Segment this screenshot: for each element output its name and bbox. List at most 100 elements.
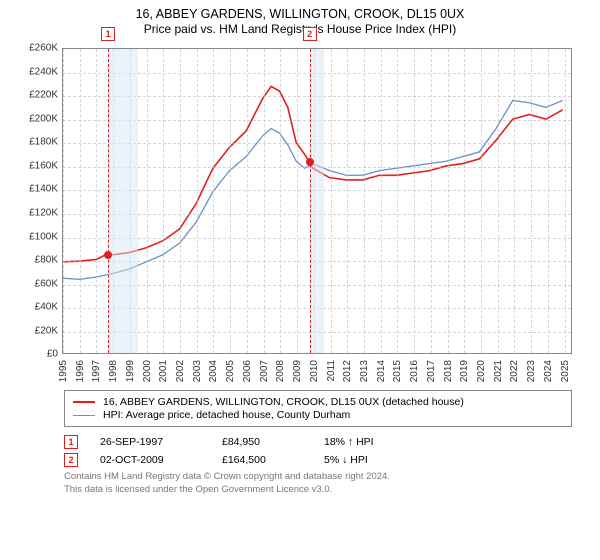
plot-region: 12 bbox=[62, 48, 572, 354]
gridline-vertical bbox=[280, 49, 281, 353]
x-tick-label: 2005 bbox=[225, 360, 236, 382]
x-tick-label: 2021 bbox=[493, 360, 504, 382]
y-tick-label: £120K bbox=[29, 208, 58, 219]
legend-label: HPI: Average price, detached house, Coun… bbox=[103, 409, 350, 421]
x-tick-label: 2012 bbox=[342, 360, 353, 382]
sale-marker-icon: 1 bbox=[64, 435, 78, 449]
sale-row: 126-SEP-1997£84,95018% ↑ HPI bbox=[64, 435, 572, 449]
gridline-vertical bbox=[197, 49, 198, 353]
y-tick-label: £260K bbox=[29, 43, 58, 54]
x-tick-label: 2011 bbox=[326, 360, 337, 382]
gridline-vertical bbox=[347, 49, 348, 353]
gridline-vertical bbox=[464, 49, 465, 353]
gridline-vertical bbox=[381, 49, 382, 353]
x-tick-label: 2019 bbox=[459, 360, 470, 382]
x-tick-label: 2002 bbox=[175, 360, 186, 382]
gridline-vertical bbox=[230, 49, 231, 353]
x-tick-label: 2001 bbox=[158, 360, 169, 382]
marker-line bbox=[310, 49, 311, 353]
x-tick-label: 2003 bbox=[192, 360, 203, 382]
sale-price: £164,500 bbox=[222, 454, 302, 466]
marker-box: 1 bbox=[101, 27, 115, 41]
legend-swatch bbox=[73, 415, 95, 416]
sale-date: 26-SEP-1997 bbox=[100, 436, 200, 448]
sale-dot bbox=[104, 251, 112, 259]
y-axis-ticks: £0£20K£40K£60K£80K£100K£120K£140K£160K£1… bbox=[20, 48, 60, 354]
gridline-vertical bbox=[297, 49, 298, 353]
legend-box: 16, ABBEY GARDENS, WILLINGTON, CROOK, DL… bbox=[64, 390, 572, 427]
marker-box: 2 bbox=[303, 27, 317, 41]
x-tick-label: 2000 bbox=[142, 360, 153, 382]
x-tick-label: 1996 bbox=[75, 360, 86, 382]
y-tick-label: £60K bbox=[35, 278, 58, 289]
x-tick-label: 2006 bbox=[242, 360, 253, 382]
x-tick-label: 2004 bbox=[208, 360, 219, 382]
gridline-vertical bbox=[481, 49, 482, 353]
gridline-vertical bbox=[213, 49, 214, 353]
legend-item: 16, ABBEY GARDENS, WILLINGTON, CROOK, DL… bbox=[73, 396, 563, 408]
chart-subtitle: Price paid vs. HM Land Registry's House … bbox=[10, 22, 590, 36]
y-tick-label: £220K bbox=[29, 90, 58, 101]
x-tick-label: 2020 bbox=[476, 360, 487, 382]
y-tick-label: £20K bbox=[35, 325, 58, 336]
x-tick-label: 2016 bbox=[409, 360, 420, 382]
legend-item: HPI: Average price, detached house, Coun… bbox=[73, 409, 563, 421]
sale-delta: 18% ↑ HPI bbox=[324, 436, 374, 448]
attribution-line1: Contains HM Land Registry data © Crown c… bbox=[64, 471, 572, 483]
gridline-vertical bbox=[247, 49, 248, 353]
sale-row: 2 02-OCT-2009 £164,500 5% ↓ HPI bbox=[64, 453, 572, 467]
chart-area: £0 £20K £40K £60K £80K £100K £120K £140K £160K £1… bbox=[20, 40, 580, 390]
attribution-line2: This data is licensed under the Open Gov… bbox=[64, 484, 572, 496]
y-tick-label: £80K bbox=[35, 255, 58, 266]
x-tick-label: 1998 bbox=[108, 360, 119, 382]
x-tick-label: 2014 bbox=[376, 360, 387, 382]
x-tick-label: 2018 bbox=[443, 360, 454, 382]
y-tick-label: £160K bbox=[29, 160, 58, 171]
gridline-vertical bbox=[431, 49, 432, 353]
gridline-vertical bbox=[531, 49, 532, 353]
gridline-vertical bbox=[163, 49, 164, 353]
gridline-vertical bbox=[448, 49, 449, 353]
x-tick-label: 2007 bbox=[259, 360, 270, 382]
gridline-vertical bbox=[565, 49, 566, 353]
x-tick-label: 2022 bbox=[509, 360, 520, 382]
x-tick-label: 2010 bbox=[309, 360, 320, 382]
y-tick-label: £100K bbox=[29, 231, 58, 242]
y-tick-label: £240K bbox=[29, 66, 58, 77]
x-tick-label: 2013 bbox=[359, 360, 370, 382]
sale-delta: 5% ↓ HPI bbox=[324, 454, 368, 466]
x-tick-label: 2024 bbox=[543, 360, 554, 382]
y-tick-label: £140K bbox=[29, 184, 58, 195]
gridline-vertical bbox=[414, 49, 415, 353]
x-tick-label: 1997 bbox=[91, 360, 102, 382]
x-tick-label: 1999 bbox=[125, 360, 136, 382]
gridline-vertical bbox=[331, 49, 332, 353]
gridline-vertical bbox=[80, 49, 81, 353]
gridline-vertical bbox=[147, 49, 148, 353]
x-tick-label: 2015 bbox=[392, 360, 403, 382]
sales-table: 126-SEP-1997£84,95018% ↑ HPI202-OCT-2009… bbox=[64, 435, 572, 467]
gridline-vertical bbox=[63, 49, 64, 353]
gridline-vertical bbox=[180, 49, 181, 353]
legend-label: 16, ABBEY GARDENS, WILLINGTON, CROOK, DL… bbox=[103, 396, 464, 408]
sale-marker-icon: 2 bbox=[64, 453, 78, 467]
sale-dot bbox=[306, 158, 314, 166]
sale-date: 02-OCT-2009 bbox=[100, 454, 200, 466]
x-tick-label: 1995 bbox=[58, 360, 69, 382]
chart-title: 16, ABBEY GARDENS, WILLINGTON, CROOK, DL… bbox=[10, 6, 590, 22]
gridline-vertical bbox=[514, 49, 515, 353]
shaded-band bbox=[108, 49, 138, 353]
gridline-vertical bbox=[264, 49, 265, 353]
x-tick-label: 2008 bbox=[275, 360, 286, 382]
y-tick-label: £0 bbox=[47, 349, 58, 360]
shaded-band bbox=[310, 49, 324, 353]
y-tick-label: £180K bbox=[29, 137, 58, 148]
gridline-vertical bbox=[96, 49, 97, 353]
attribution: Contains HM Land Registry data © Crown c… bbox=[64, 471, 572, 496]
gridline-vertical bbox=[548, 49, 549, 353]
gridline-vertical bbox=[397, 49, 398, 353]
y-tick-label: £200K bbox=[29, 113, 58, 124]
y-tick-label: £40K bbox=[35, 302, 58, 313]
x-tick-label: 2023 bbox=[526, 360, 537, 382]
x-axis-ticks: 1995199619971998199920002001200220032004… bbox=[62, 356, 572, 386]
